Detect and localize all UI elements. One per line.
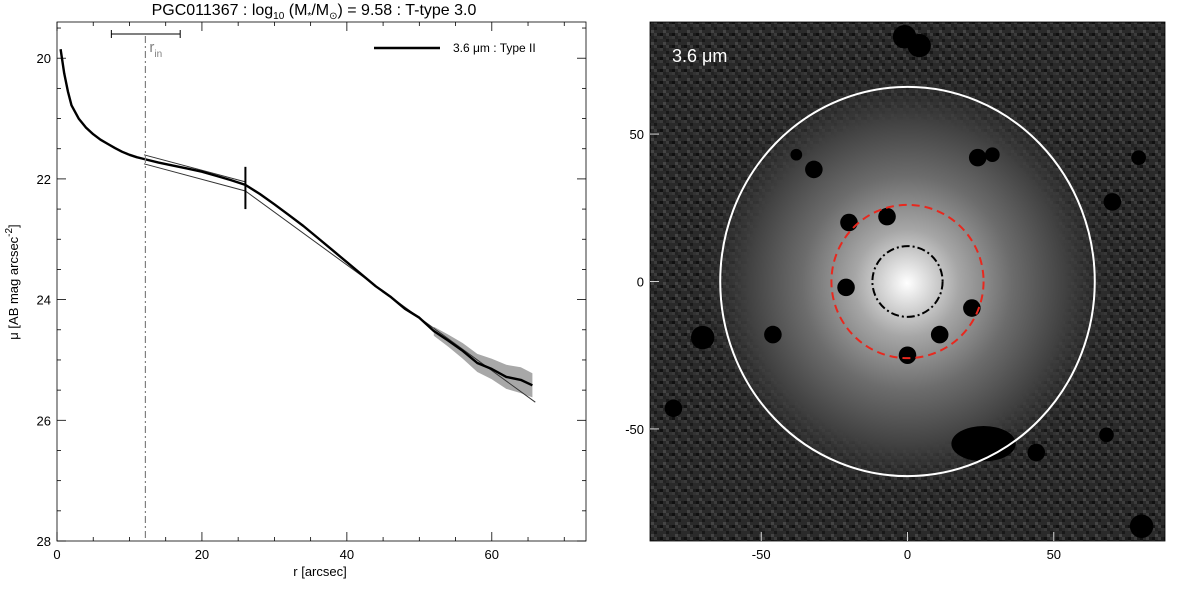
star-mask [805, 160, 823, 179]
legend-label: 3.6 μm : Type II [453, 41, 536, 55]
r-in-label: rin [149, 39, 162, 60]
axis-ticks: 0 20 40 60 20 22 24 26 28 [37, 22, 586, 562]
profile-series-line [59, 49, 533, 387]
star-mask [1103, 193, 1122, 211]
galaxy-image [650, 22, 1165, 541]
star-mask [1027, 443, 1046, 462]
x-tick-label: 0 [53, 547, 60, 562]
star-mask [764, 325, 782, 344]
y-tick-label: 28 [37, 534, 51, 549]
image-y-tick-label: 0 [637, 275, 644, 290]
profile-panel: PGC011367 : log10 (M*/M⊙) = 9.58 : T-typ… [4, 2, 587, 579]
image-x-tick-label: 50 [1047, 547, 1061, 562]
y-axis-label: μ [AB mag arcsec-2] [4, 224, 21, 339]
image-axis-ticks: -50 0 50 50 0 -50 [625, 127, 1061, 562]
error-band-area [433, 326, 533, 398]
y-tick-label: 24 [37, 293, 51, 308]
image-x-tick-label: 0 [904, 547, 911, 562]
star-masks [664, 25, 1154, 538]
star-mask [840, 213, 858, 232]
image-y-tick-label: -50 [625, 422, 644, 437]
star-mask [690, 325, 715, 350]
legend: 3.6 μm : Type II [374, 41, 536, 55]
aperture-break [830, 203, 985, 360]
star-mask [1099, 427, 1114, 443]
y-tick-label: 20 [37, 51, 51, 66]
plot-frame [56, 21, 587, 542]
image-x-tick-label: -50 [752, 547, 771, 562]
y-tick-label: 26 [37, 413, 51, 428]
star-mask [898, 346, 917, 364]
x-tick-label: 60 [485, 547, 499, 562]
x-tick-label: 20 [195, 547, 209, 562]
star-mask [930, 325, 949, 344]
chart-title: PGC011367 : log10 (M*/M⊙) = 9.58 : T-typ… [152, 2, 477, 22]
star-mask [790, 148, 803, 161]
galaxy-light [697, 68, 1117, 498]
star-mask [907, 33, 931, 58]
star-mask [1129, 514, 1154, 538]
image-y-tick-label: 50 [630, 127, 644, 142]
fit-line-1 [143, 154, 246, 183]
aperture-outer [719, 85, 1096, 478]
star-mask [837, 278, 855, 297]
image-panel: 3.6 μm -50 0 50 50 0 -50 [625, 21, 1166, 562]
x-axis-label: r [arcsec] [293, 564, 346, 579]
star-mask [664, 399, 683, 418]
y-tick-label: 22 [37, 172, 51, 187]
band-annotation: 3.6 μm [672, 46, 727, 66]
r-in-marker: rin [110, 30, 181, 541]
star-mask [878, 207, 896, 226]
aperture-inner [871, 245, 944, 318]
x-tick-label: 40 [340, 547, 354, 562]
error-band [433, 326, 533, 398]
star-mask [985, 147, 1000, 163]
star-mask [1131, 150, 1146, 165]
profile-line [59, 49, 533, 387]
apertures [719, 85, 1096, 478]
star-mask-large [951, 425, 1016, 462]
star-mask [968, 148, 987, 167]
